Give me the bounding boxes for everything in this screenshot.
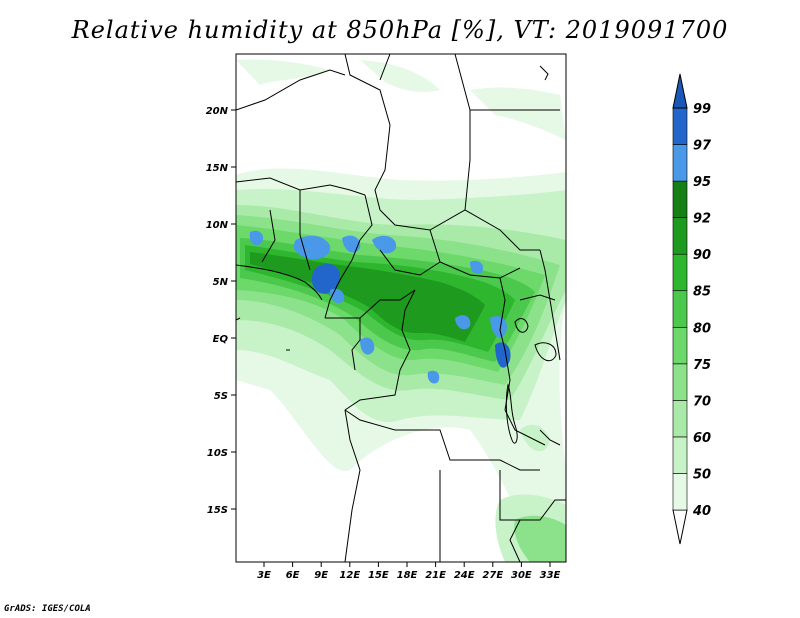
lat-tick-label: 5N bbox=[213, 277, 229, 288]
longitude-axis: 3E 6E 9E 12E 15E 18E 21E 24E 27E 30E 33E bbox=[257, 562, 561, 581]
lat-tick-label: 10S bbox=[207, 448, 228, 459]
lon-tick-label: 12E bbox=[339, 570, 360, 581]
colorbar-label: 95 bbox=[693, 175, 711, 190]
lon-tick-label: 3E bbox=[257, 570, 271, 581]
credit-text: GrADS: IGES/COLA bbox=[4, 604, 91, 614]
lon-tick-label: 18E bbox=[397, 570, 418, 581]
colorbar-label: 85 bbox=[693, 285, 711, 300]
lat-tick-label: EQ bbox=[213, 334, 229, 345]
lon-tick-label: 24E bbox=[454, 570, 475, 581]
humidity-field bbox=[236, 54, 566, 562]
colorbar-label: 60 bbox=[693, 431, 711, 446]
colorbar-label: 99 bbox=[693, 102, 711, 117]
colorbar-bin bbox=[672, 400, 688, 438]
colorbar-label: 40 bbox=[692, 504, 711, 519]
colorbar-bin bbox=[672, 144, 688, 182]
lon-tick-label: 15E bbox=[368, 570, 389, 581]
map-frame bbox=[235, 53, 567, 563]
lon-tick-label: 21E bbox=[425, 570, 446, 581]
colorbar-bin bbox=[672, 107, 688, 145]
lon-tick-label: 27E bbox=[482, 570, 503, 581]
lat-tick-label: 15S bbox=[207, 505, 228, 516]
lon-tick-label: 6E bbox=[286, 570, 300, 581]
colorbar-bin bbox=[672, 217, 688, 255]
figure-title: Relative humidity at 850hPa [%], VT: 201… bbox=[71, 16, 729, 44]
lon-tick-label: 33E bbox=[540, 570, 561, 581]
colorbar-label: 90 bbox=[693, 248, 711, 263]
lat-tick-label: 5S bbox=[214, 391, 228, 402]
lat-tick-label: 20N bbox=[206, 106, 229, 117]
colorbar-upper-extension bbox=[672, 73, 688, 109]
lon-tick-label: 30E bbox=[511, 570, 532, 581]
colorbar: 40 50 60 70 75 80 85 90 92 95 97 99 bbox=[672, 73, 712, 545]
lon-tick-label: 9E bbox=[314, 570, 328, 581]
colorbar-bin bbox=[672, 436, 688, 474]
colorbar-label: 97 bbox=[693, 139, 712, 154]
colorbar-lower-extension bbox=[672, 509, 688, 545]
country-borders bbox=[236, 54, 566, 562]
colorbar-label: 80 bbox=[693, 321, 711, 336]
colorbar-bin bbox=[672, 180, 688, 218]
colorbar-bin bbox=[672, 326, 688, 365]
colorbar-label: 92 bbox=[693, 212, 711, 227]
colorbar-label: 70 bbox=[693, 394, 711, 409]
colorbar-label: 75 bbox=[693, 358, 711, 373]
colorbar-bin bbox=[672, 363, 688, 401]
colorbar-bin bbox=[672, 473, 688, 511]
lat-tick-label: 15N bbox=[206, 163, 229, 174]
latitude-axis: 20N 15N 10N 5N EQ 5S 10S 15S bbox=[206, 106, 236, 516]
lat-tick-label: 10N bbox=[206, 220, 229, 231]
colorbar-bin bbox=[672, 253, 688, 292]
colorbar-label: 50 bbox=[693, 467, 711, 482]
colorbar-bin bbox=[672, 290, 688, 328]
